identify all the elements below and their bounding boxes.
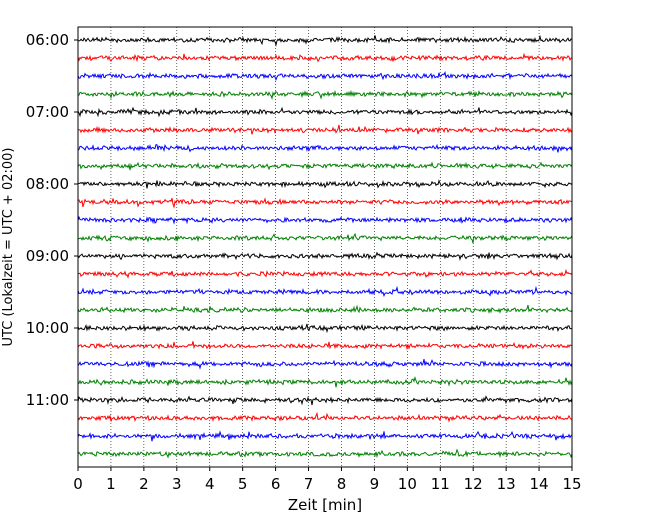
x-tick-label: 9 xyxy=(370,475,380,493)
y-tick-label: 10:00 xyxy=(26,319,69,337)
trace-line-20 xyxy=(77,376,573,388)
x-tick-label: 1 xyxy=(106,475,116,493)
trace-line-8 xyxy=(77,161,573,171)
x-tick-label: 0 xyxy=(73,475,83,493)
trace-line-9 xyxy=(77,179,573,189)
vertical-grid xyxy=(110,27,540,467)
y-tick-label: 07:00 xyxy=(26,103,69,121)
trace-line-7 xyxy=(77,143,573,153)
x-axis-label: Zeit [min] xyxy=(288,496,362,514)
y-tick-label: 09:00 xyxy=(26,247,69,265)
x-tick-label: 8 xyxy=(337,475,347,493)
y-axis-label: UTC (Lokalzeit = UTC + 02:00) xyxy=(1,148,16,347)
trace-line-12 xyxy=(77,232,573,244)
trace-line-15 xyxy=(77,285,573,298)
plot-background xyxy=(78,27,572,467)
trace-line-1 xyxy=(77,34,573,47)
trace-line-5 xyxy=(77,106,573,118)
trace-line-17 xyxy=(77,323,573,334)
x-tick-label: 2 xyxy=(139,475,149,493)
trace-line-4 xyxy=(77,89,573,100)
x-tick-label: 13 xyxy=(497,475,516,493)
trace-line-6 xyxy=(77,124,573,135)
x-tick-label: 5 xyxy=(238,475,248,493)
x-tick-label: 7 xyxy=(304,475,314,493)
trace-line-21 xyxy=(77,395,573,406)
trace-line-19 xyxy=(77,358,573,370)
x-tick-label: 4 xyxy=(205,475,215,493)
trace-line-11 xyxy=(77,215,573,225)
y-tick-label: 06:00 xyxy=(26,31,69,49)
trace-line-2 xyxy=(77,52,573,63)
y-tick-label: 08:00 xyxy=(26,175,69,193)
plot-frame xyxy=(77,26,573,468)
seismic-traces xyxy=(77,34,573,459)
x-tick-label: 6 xyxy=(271,475,281,493)
trace-line-16 xyxy=(77,304,573,314)
trace-line-24 xyxy=(77,448,573,459)
trace-line-10 xyxy=(77,197,573,209)
y-tick-label: 11:00 xyxy=(26,391,69,409)
trace-line-13 xyxy=(77,251,573,262)
x-tick-label: 11 xyxy=(431,475,450,493)
x-tick-label: 15 xyxy=(562,475,581,493)
trace-line-23 xyxy=(77,430,573,442)
y-axis: 06:00 07:00 08:00 09:00 10:00 11:00 xyxy=(26,31,78,409)
x-tick-label: 10 xyxy=(398,475,417,493)
x-axis: 0 1 2 3 4 5 6 7 8 9 10 11 12 13 14 15 xyxy=(73,467,582,493)
x-tick-label: 12 xyxy=(464,475,483,493)
trace-line-22 xyxy=(77,411,573,423)
trace-line-14 xyxy=(77,268,573,279)
trace-line-3 xyxy=(77,70,573,82)
x-tick-label: 3 xyxy=(172,475,182,493)
x-tick-label: 14 xyxy=(530,475,549,493)
trace-line-18 xyxy=(77,341,573,351)
